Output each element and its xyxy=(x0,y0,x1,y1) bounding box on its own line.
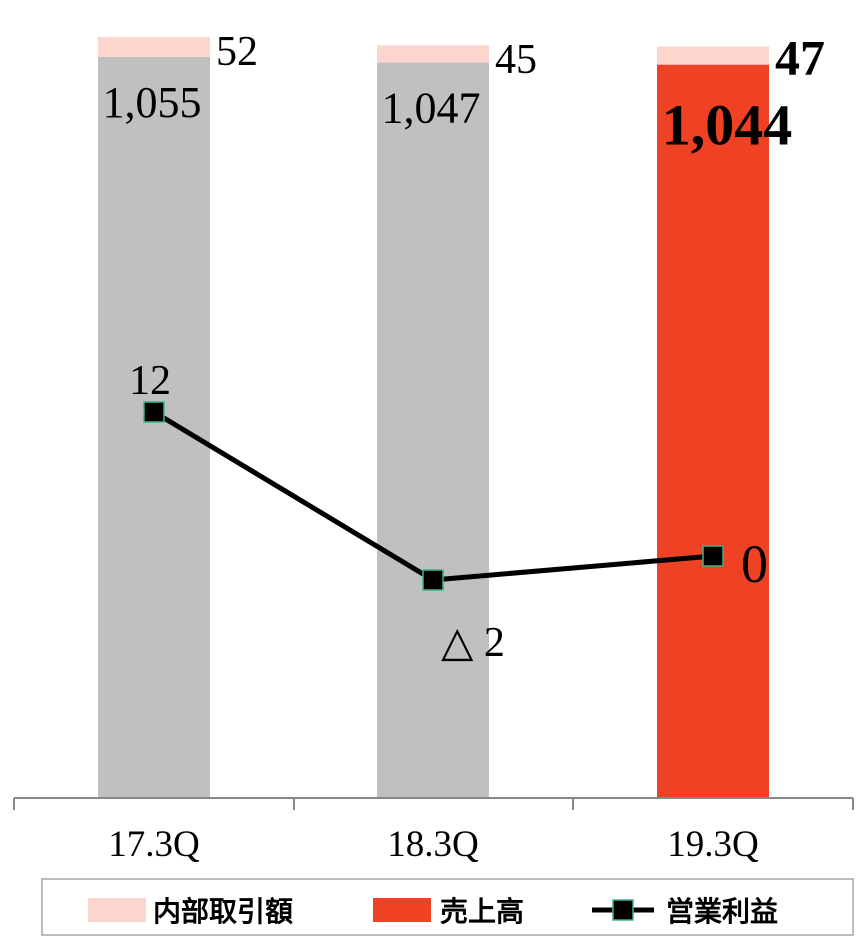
legend-marker-profit xyxy=(612,899,634,921)
data-label-internal: 52 xyxy=(216,29,258,75)
data-label-internal: 47 xyxy=(775,30,825,86)
legend-swatch-sales xyxy=(373,898,431,922)
legend-label-profit: 営業利益 xyxy=(666,895,778,928)
profit-marker xyxy=(422,569,444,591)
x-axis xyxy=(13,797,854,810)
x-tick-label: 19.3Q xyxy=(667,824,759,865)
legend-label-sales: 売上高 xyxy=(440,895,524,928)
x-tick-label: 17.3Q xyxy=(108,824,200,865)
data-label-profit: △ 2 xyxy=(441,620,505,666)
legend-label-internal: 内部取引額 xyxy=(153,895,293,928)
x-tick-label: 18.3Q xyxy=(387,824,479,865)
data-label-profit: 12 xyxy=(129,358,171,404)
bar-internal-18.3Q xyxy=(377,45,489,63)
legend-swatch-internal xyxy=(88,898,146,922)
legend-frame xyxy=(41,878,854,936)
data-label-profit: 0 xyxy=(741,534,768,594)
bar-sales-17.3Q xyxy=(98,57,210,798)
x-tick-labels: 17.3Q 18.3Q 19.3Q xyxy=(108,824,759,865)
bar-internal-19.3Q xyxy=(657,46,769,65)
bars-layer xyxy=(98,36,769,798)
legend: 内部取引額 売上高 営業利益 xyxy=(41,878,854,936)
bar-internal-17.3Q xyxy=(98,36,210,57)
data-label-sales: 1,047 xyxy=(382,84,481,133)
data-label-sales: 1,044 xyxy=(662,93,793,158)
bar-sales-19.3Q xyxy=(657,64,769,798)
profit-marker xyxy=(143,401,165,423)
data-labels-layer: 52 1,055 45 1,047 47 1,044 12 △ 2 0 xyxy=(103,29,826,666)
data-label-internal: 45 xyxy=(495,37,537,83)
data-label-sales: 1,055 xyxy=(103,78,202,127)
line-layer xyxy=(143,401,724,591)
bar-sales-18.3Q xyxy=(377,62,489,798)
profit-marker xyxy=(702,545,724,567)
